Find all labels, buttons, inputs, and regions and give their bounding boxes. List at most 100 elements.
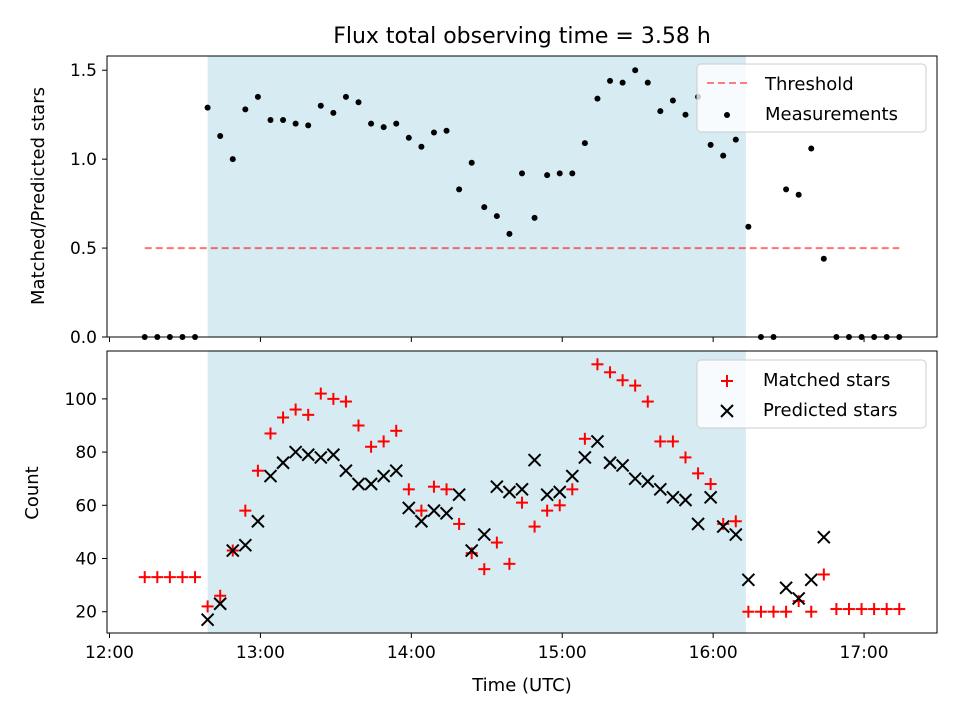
- predicted-star-point: [666, 490, 680, 505]
- legend-measurements-marker: [724, 112, 730, 118]
- predicted-star-point: [251, 514, 265, 528]
- top-panel: 0.0 0.5 1.0 1.5 Matched/Predicted stars Thr…: [28, 55, 938, 348]
- matched-star-point: [415, 504, 428, 517]
- predicted-star-point: [603, 456, 617, 470]
- predicted-star-point: [402, 501, 416, 515]
- x-tick-label: 12:00: [85, 643, 134, 663]
- y-tick-label: 0.0: [70, 328, 97, 348]
- matched-star-point: [352, 419, 365, 432]
- predicted-star-point: [464, 543, 479, 558]
- matched-star-point: [138, 571, 151, 584]
- matched-star-point: [604, 366, 617, 379]
- measurement-point: [292, 120, 299, 127]
- matched-star-point: [214, 589, 227, 602]
- predicted-star-point: [641, 474, 655, 489]
- predicted-star-point: [804, 573, 818, 587]
- predicted-star-point: [439, 506, 454, 520]
- matched-star-point: [855, 603, 868, 616]
- matched-star-point: [251, 464, 264, 477]
- matched-star-point: [893, 603, 906, 616]
- measurement-point: [556, 170, 563, 177]
- predicted-star-point: [703, 490, 718, 505]
- measurement-point: [254, 93, 261, 100]
- measurement-point: [204, 104, 211, 111]
- measurement-point: [531, 214, 538, 221]
- predicted-star-point: [263, 469, 278, 483]
- predicted-star-point: [490, 479, 504, 494]
- measurement-point: [808, 145, 815, 152]
- predicted-star-point: [376, 469, 391, 483]
- measurement-point: [619, 79, 626, 86]
- predicted-star-point: [213, 597, 227, 611]
- matched-star-point: [327, 392, 340, 405]
- matched-star-point: [692, 467, 705, 480]
- x-axis-label: Time (UTC): [471, 675, 572, 696]
- measurement-point: [820, 255, 827, 262]
- predicted-star-point: [565, 469, 580, 483]
- predicted-star-point: [452, 487, 466, 502]
- y-tick-label: 20: [75, 603, 97, 623]
- measurements-series: [141, 67, 903, 340]
- y-tick-label: 0.5: [70, 239, 97, 259]
- measurement-point: [229, 156, 236, 163]
- bottom-y-axis-label: Count: [22, 466, 43, 519]
- predicted-star-point: [288, 445, 303, 459]
- measurement-point: [481, 204, 488, 211]
- matched-star-point: [189, 571, 202, 584]
- top-x-ticks: [109, 337, 865, 342]
- legend-threshold-label: Threshold: [764, 74, 854, 95]
- matched-star-point: [578, 432, 591, 445]
- y-tick-label: 80: [75, 443, 97, 463]
- predicted-stars-series: [200, 434, 831, 627]
- measurement-point: [707, 141, 714, 148]
- matched-star-point: [541, 504, 554, 517]
- measurement-point: [544, 172, 551, 179]
- y-tick-label: 1.5: [70, 61, 97, 81]
- observing-window-shade: [207, 56, 746, 337]
- x-tick-label: 16:00: [689, 643, 738, 663]
- matched-star-point: [516, 496, 528, 509]
- matched-star-point: [704, 478, 717, 491]
- predicted-star-point: [364, 477, 378, 491]
- measurement-point: [317, 102, 324, 109]
- matched-star-point: [503, 557, 516, 570]
- matched-star-point: [151, 571, 164, 584]
- matched-star-point: [742, 605, 755, 618]
- y-tick-label: 1.0: [70, 150, 97, 170]
- measurement-point: [443, 127, 450, 134]
- measurement-point: [267, 117, 274, 124]
- matched-stars-series: [138, 358, 906, 618]
- predicted-star-point: [741, 573, 756, 587]
- predicted-star-point: [326, 448, 341, 462]
- measurement-point: [519, 170, 525, 177]
- matched-star-point: [339, 395, 352, 408]
- predicted-star-point: [691, 517, 705, 531]
- bottom-legend-box: [696, 359, 927, 429]
- measurement-point: [418, 143, 425, 150]
- top-y-axis-label: Matched/Predicted stars: [28, 87, 49, 305]
- measurement-point: [581, 140, 588, 147]
- measurement-point: [569, 170, 576, 177]
- matched-star-point: [289, 403, 302, 416]
- y-tick-label: 60: [75, 496, 97, 516]
- matched-star-point: [616, 374, 629, 387]
- measurement-point: [632, 67, 639, 74]
- matched-star-point: [830, 603, 843, 616]
- matched-star-point: [566, 483, 579, 496]
- measurement-point: [217, 133, 224, 140]
- bottom-legend: Matched stars Predicted stars: [696, 359, 927, 429]
- legend-matched-label: Matched stars: [763, 370, 890, 391]
- matched-star-point: [528, 520, 541, 533]
- predicted-star-point: [502, 485, 517, 499]
- predicted-star-point: [314, 450, 328, 465]
- matched-star-point: [880, 603, 893, 616]
- predicted-star-point: [628, 471, 642, 486]
- matched-star-point: [553, 499, 566, 512]
- measurement-point: [280, 117, 287, 124]
- matched-star-point: [377, 435, 390, 448]
- measurement-point: [657, 108, 664, 115]
- measurement-point: [342, 93, 349, 100]
- matched-star-point: [629, 379, 642, 392]
- measurement-point: [430, 129, 437, 136]
